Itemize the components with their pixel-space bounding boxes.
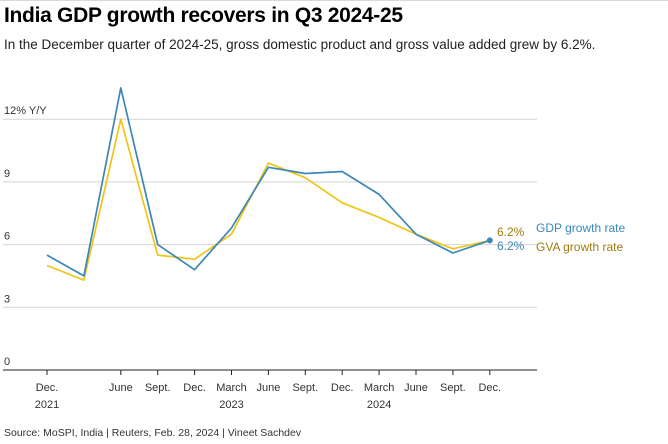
top-rule xyxy=(0,0,668,1)
x-tick-label: Sept. xyxy=(145,382,171,394)
x-tick-year-label: 2023 xyxy=(219,399,243,411)
x-tick-label: March xyxy=(364,382,395,394)
x-tick-label: March xyxy=(216,382,247,394)
grid-lines xyxy=(3,118,537,371)
y-tick-label: 6 xyxy=(4,231,10,243)
y-tick-label: 3 xyxy=(4,293,10,305)
x-tick-label: Dec. xyxy=(478,382,501,394)
x-axis: Dec. 2021 June Sept. Dec. March 2023 June Sept. D… xyxy=(3,369,537,411)
gdp-end-value: 6.2% xyxy=(497,239,525,253)
x-tick-year-label: 2021 xyxy=(35,399,59,411)
gva-series-line xyxy=(46,118,490,281)
x-tick-label: Sept. xyxy=(292,382,318,394)
x-tick-label: Dec. xyxy=(183,382,206,394)
x-tick-year-label: 2024 xyxy=(367,399,391,411)
x-tick-label: Dec. xyxy=(36,382,59,394)
gdp-end-marker xyxy=(486,237,493,244)
end-labels: 6.2%6.2% GDP growth rate GVA growth rate xyxy=(497,221,625,254)
x-tick-label: Dec. xyxy=(331,382,354,394)
source-note: Source: MoSPI, India | Reuters, Feb. 28,… xyxy=(4,427,302,439)
x-tick-label: June xyxy=(256,382,280,394)
chart-subtitle: In the December quarter of 2024-25, gros… xyxy=(4,37,596,52)
x-tick-label: Sept. xyxy=(440,382,466,394)
gva-end-value: 6.2% xyxy=(497,225,525,239)
y-tick-label: 9 xyxy=(4,168,10,180)
x-tick-label: June xyxy=(404,382,428,394)
y-tick-label: 0 xyxy=(4,356,10,368)
gdp-series-line xyxy=(46,87,491,277)
y-tick-labels: 0 3 6 9 12% Y/Y xyxy=(4,105,47,368)
chart-title: India GDP growth recovers in Q3 2024-25 xyxy=(4,4,403,27)
gdp-series-label: GDP growth rate xyxy=(536,221,625,235)
gva-series-label: GVA growth rate xyxy=(536,240,623,254)
x-tick-label: June xyxy=(109,382,133,394)
y-tick-label: 12% Y/Y xyxy=(4,105,47,117)
series-lines xyxy=(46,87,493,281)
